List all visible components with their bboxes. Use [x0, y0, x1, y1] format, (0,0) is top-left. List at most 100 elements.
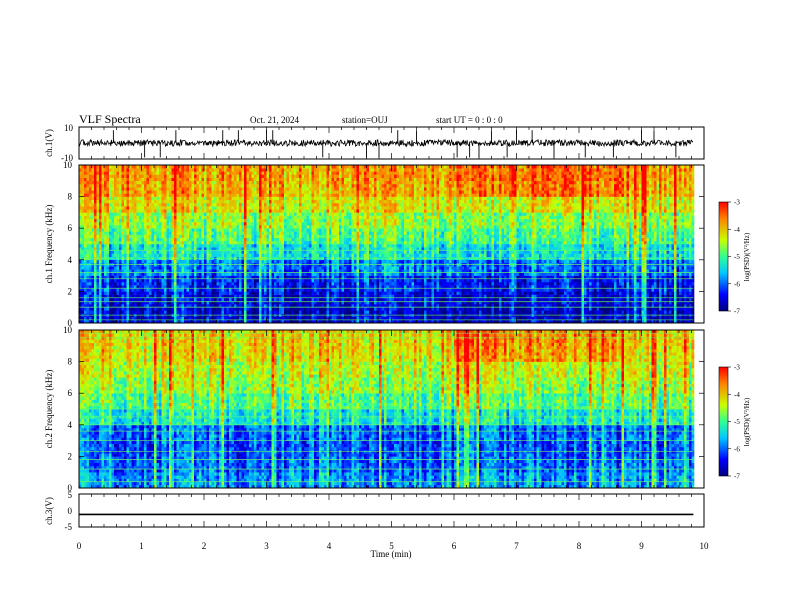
spectrogram-cell — [257, 254, 260, 257]
spectrogram-cell — [237, 307, 240, 310]
spectrogram-cell — [177, 231, 180, 234]
spectrogram-cell — [207, 307, 210, 310]
spectrogram-cell — [147, 238, 150, 241]
spectrogram-cell — [164, 212, 167, 215]
spectrogram-cell — [234, 228, 237, 231]
spectrogram-cell — [217, 279, 220, 282]
spectrogram-cell — [247, 254, 250, 257]
spectrogram-cell — [197, 235, 200, 238]
spectrogram-cell — [144, 209, 147, 212]
spectrogram-cell — [274, 298, 277, 301]
spectrogram-cell — [94, 200, 97, 203]
spectrogram-cell — [142, 298, 145, 301]
spectrogram-cell — [244, 310, 247, 313]
spectrogram-cell — [142, 272, 145, 275]
spectrogram-cell — [99, 298, 102, 301]
spectrogram-cell — [209, 203, 212, 206]
spectrogram-cell — [192, 193, 195, 196]
spectrogram-cell — [114, 187, 117, 190]
spectrogram-cell — [199, 187, 202, 190]
spectrogram-cell — [242, 197, 245, 200]
spectrogram-cell — [162, 222, 165, 225]
spectrogram-cell — [169, 282, 172, 285]
spectrogram-cell — [174, 190, 177, 193]
spectrogram-cell — [149, 203, 152, 206]
spectrogram-cell — [277, 216, 280, 219]
spectrogram-cell — [244, 181, 247, 184]
spectrogram-cell — [147, 241, 150, 244]
spectrogram-cell — [217, 222, 220, 225]
spectrogram-cell — [137, 282, 140, 285]
spectrogram-cell — [294, 193, 297, 196]
spectrogram-cell — [302, 254, 305, 257]
spectrogram-cell — [319, 219, 322, 222]
spectrogram-cell — [179, 241, 182, 244]
spectrogram-cell — [172, 231, 175, 234]
spectrogram-cell — [164, 200, 167, 203]
spectrogram-cell — [97, 241, 100, 244]
spectrogram-cell — [254, 187, 257, 190]
spectrogram-cell — [282, 200, 285, 203]
spectrogram-cell — [142, 168, 145, 171]
spectrogram-cell — [257, 209, 260, 212]
spectrogram-cell — [174, 231, 177, 234]
spectrogram-cell — [297, 279, 300, 282]
spectrogram-cell — [87, 193, 90, 196]
spectrogram-cell — [314, 168, 317, 171]
spectrogram-cell — [274, 241, 277, 244]
spectrogram-cell — [249, 260, 252, 263]
spectrogram-cell — [239, 171, 242, 174]
spectrogram-cell — [204, 272, 207, 275]
spectrogram-cell — [257, 260, 260, 263]
spectrogram-cell — [229, 197, 232, 200]
spectrogram-cell — [239, 200, 242, 203]
spectrogram-cell — [277, 307, 280, 310]
spectrogram-cell — [119, 298, 122, 301]
spectrogram-cell — [274, 231, 277, 234]
spectrogram-cell — [162, 200, 165, 203]
spectrogram-cell — [154, 291, 157, 294]
spectrogram-cell — [234, 291, 237, 294]
spectrogram-cell — [282, 298, 285, 301]
spectrogram-cell — [284, 260, 287, 263]
spectrogram-cell — [299, 244, 302, 247]
spectrogram-cell — [102, 190, 105, 193]
spectrogram-cell — [284, 209, 287, 212]
spectrogram-cell — [279, 282, 282, 285]
spectrogram-cell — [97, 298, 100, 301]
spectrogram-cell — [114, 231, 117, 234]
spectrogram-cell — [222, 288, 225, 291]
spectrogram-cell — [242, 165, 245, 168]
spectrogram-cell — [229, 235, 232, 238]
spectrogram-cell — [229, 228, 232, 231]
spectrogram-cell — [307, 225, 310, 228]
spectrogram-cell — [94, 212, 97, 215]
spectrogram-cell — [104, 175, 107, 178]
spectrogram-cell — [224, 206, 227, 209]
spectrogram-cell — [224, 181, 227, 184]
spectrogram-cell — [209, 219, 212, 222]
spectrogram-cell — [87, 254, 90, 257]
spectrogram-cell — [152, 168, 155, 171]
spectrogram-cell — [82, 310, 85, 313]
spectrogram-cell — [307, 266, 310, 269]
spectrogram-cell — [119, 228, 122, 231]
spectrogram-cell — [274, 310, 277, 313]
spectrogram-cell — [227, 241, 230, 244]
spectrogram-cell — [154, 190, 157, 193]
spectrogram-cell — [312, 222, 315, 225]
spectrogram-cell — [304, 238, 307, 241]
spectrogram-cell — [317, 282, 320, 285]
spectrogram-cell — [312, 279, 315, 282]
spectrogram-cell — [257, 168, 260, 171]
spectrogram-cell — [279, 291, 282, 294]
spectrogram-cell — [172, 266, 175, 269]
spectrogram-cell — [262, 282, 265, 285]
spectrogram-cell — [232, 225, 235, 228]
spectrogram-cell — [177, 181, 180, 184]
spectrogram-cell — [92, 190, 95, 193]
spectrogram-cell — [279, 165, 282, 168]
spectrogram-cell — [232, 231, 235, 234]
spectrogram-cell — [229, 250, 232, 253]
spectrogram-cell — [124, 178, 127, 181]
